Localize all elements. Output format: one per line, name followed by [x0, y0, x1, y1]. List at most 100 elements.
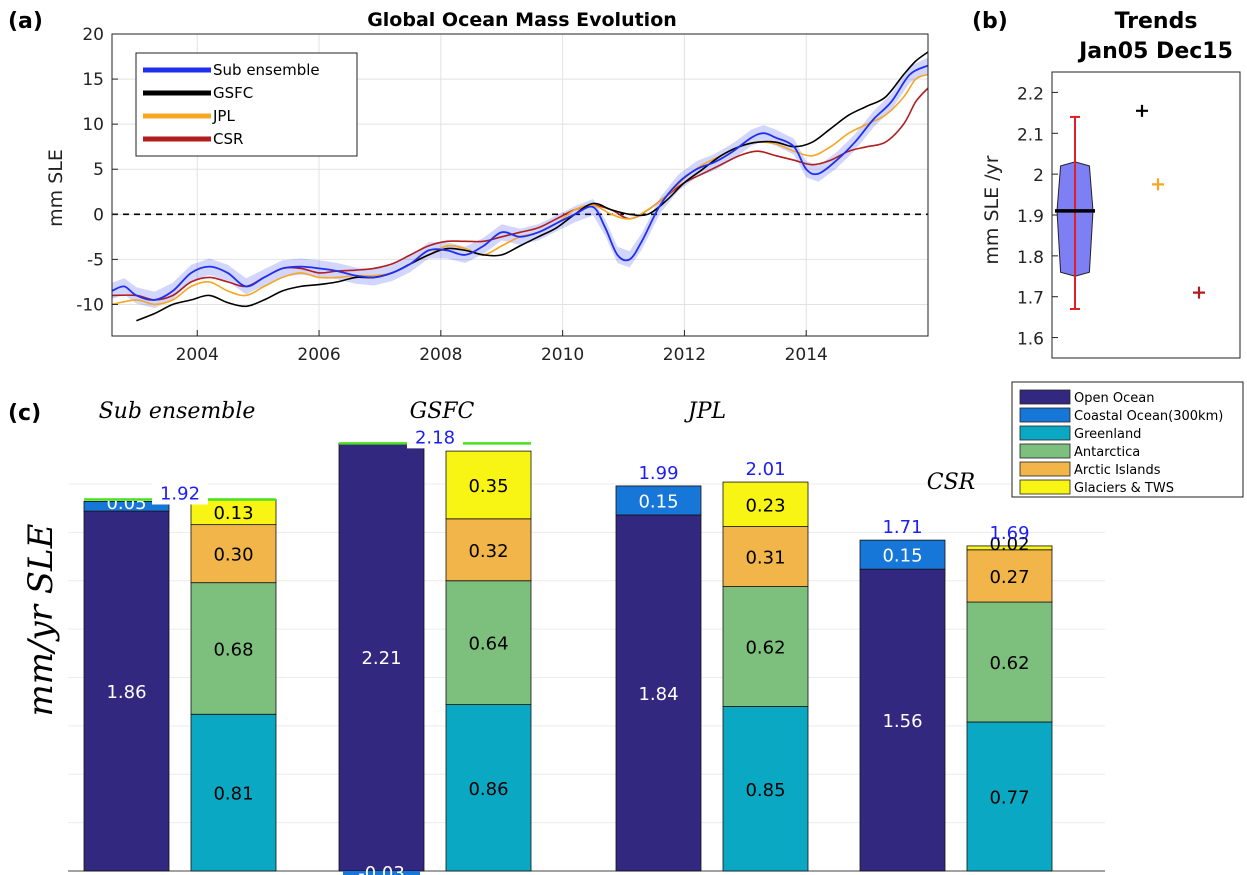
- bar-coastal-ocean: [615, 485, 702, 516]
- x-tick-label: 2012: [663, 345, 706, 365]
- value-label-arctic-islands: 0.31: [745, 548, 785, 569]
- value-label-antarctica: 0.62: [745, 638, 785, 659]
- bar-group-sub-ensemble: Sub ensemble 1.86 0.05 0.81 0.68 0.30 0.13 1.92: [83, 399, 277, 872]
- value-label-greenland: 0.85: [745, 780, 785, 801]
- legend-swatch: [1019, 389, 1071, 405]
- value-label-coastal-ocean: 0.15: [638, 491, 678, 512]
- panel-a-series: [111, 51, 929, 322]
- panel-c-bars: Sub ensemble 1.86 0.05 0.81 0.68 0.30 0.13 1.92…: [83, 399, 1053, 875]
- point-gsfc: [1136, 104, 1148, 117]
- legend-swatch: [1019, 407, 1071, 423]
- value-label-open-ocean: 1.86: [106, 682, 146, 703]
- panel-b-marks: 1.6 1.7 1.8 1.9 2 2.1 2.2: [1017, 71, 1241, 359]
- legend-label: Glaciers & TWS: [1074, 481, 1174, 496]
- y-tick-label: 1.8: [1017, 248, 1044, 268]
- value-label-antarctica: 0.62: [989, 653, 1029, 674]
- panel-a-title: Global Ocean Mass Evolution: [367, 9, 677, 31]
- legend-swatch: [1019, 425, 1071, 441]
- bar-antarctica: [445, 580, 532, 705]
- bar-group-jpl: JPL 1.84 0.15 0.85 0.62 0.31 0.23 1.99 2.01: [615, 399, 809, 872]
- x-tick-label: 2006: [297, 345, 340, 365]
- y-tick-label: 10: [82, 115, 104, 135]
- y-tick-label: -5: [87, 250, 104, 270]
- panel-b-title-line2: Jan05 Dec15: [1077, 39, 1233, 64]
- legend-label: JPL: [212, 107, 235, 125]
- panel-b-tag: (b): [972, 9, 1008, 34]
- ocean-total-label: 1.71: [882, 517, 922, 538]
- legend-swatch: [1019, 443, 1071, 459]
- group-label: GSFC: [410, 399, 475, 424]
- x-tick-label: 2004: [176, 345, 219, 365]
- value-label-coastal-ocean: -0.03: [358, 863, 405, 875]
- legend-label: Sub ensemble: [213, 61, 320, 79]
- legend-label: CSR: [213, 130, 243, 148]
- total-label-bg: [152, 482, 208, 505]
- bar-arctic-islands: [445, 518, 532, 582]
- y-tick-label: 1.6: [1017, 330, 1044, 350]
- y-tick-label: 0: [93, 205, 104, 225]
- value-label-arctic-islands: 0.27: [989, 567, 1029, 588]
- x-tick-label: 2014: [785, 345, 828, 365]
- panel-a-axes: 2004 2006 2008 2010 2012 2014 -10 -5 0 5 10 15 20: [76, 25, 929, 365]
- value-label-antarctica: 0.68: [213, 639, 253, 660]
- bar-open-ocean: [338, 442, 425, 872]
- bar-greenland: [722, 706, 809, 872]
- value-label-greenland: 0.81: [213, 784, 253, 805]
- panel-c-ylabel: mm/yr SLE: [21, 523, 61, 716]
- bar-open-ocean: [83, 510, 170, 872]
- legend-label: GSFC: [213, 84, 253, 102]
- value-label-greenland: 0.77: [989, 788, 1029, 809]
- y-tick-label: 2: [1033, 166, 1044, 186]
- bar-glaciers-tws: [966, 545, 1053, 551]
- legend-label: Antarctica: [1074, 445, 1140, 460]
- panel-c-stacked-bars: mm/yr SLE Sub ensemble 1.86 0.05 0.81 0.68 0.…: [21, 381, 1244, 875]
- legend-label: Greenland: [1074, 427, 1141, 442]
- total-label: 1.92: [160, 483, 200, 504]
- group-label: Sub ensemble: [99, 399, 256, 424]
- y-tick-label: 5: [93, 160, 104, 180]
- ocean-total-label: 1.99: [638, 463, 678, 484]
- panel-c-legend: Open Ocean Coastal Ocean(300km) Greenland A…: [1011, 381, 1244, 498]
- bar-arctic-islands: [190, 524, 277, 584]
- bar-greenland: [190, 713, 277, 872]
- y-tick-label: 20: [82, 25, 104, 45]
- series-line-sub-ensemble: [111, 64, 929, 301]
- value-label-open-ocean: 2.21: [361, 648, 401, 669]
- value-label-open-ocean: 1.84: [638, 684, 678, 705]
- legend-label: Open Ocean: [1074, 391, 1154, 406]
- value-label-open-ocean: 1.56: [882, 711, 922, 732]
- value-label-glaciers-tws: 0.23: [745, 495, 785, 516]
- legend-label: Coastal Ocean(300km): [1074, 409, 1223, 424]
- legend-swatch: [1019, 461, 1071, 477]
- panel-c-tag: (c): [8, 401, 41, 426]
- legend-label: Arctic Islands: [1074, 463, 1161, 478]
- bar-open-ocean: [859, 568, 946, 872]
- y-tick-label: 1.9: [1017, 207, 1044, 227]
- y-tick-label: 2.1: [1017, 125, 1044, 145]
- panel-a-tag: (a): [8, 9, 43, 34]
- y-tick-label: 1.7: [1017, 289, 1044, 309]
- land-total-label: 2.01: [745, 459, 785, 480]
- bar-coastal-ocean-negative: [343, 871, 420, 875]
- value-label-antarctica: 0.64: [468, 634, 508, 655]
- x-tick-label: 2008: [419, 345, 462, 365]
- panel-a-line-chart: Global Ocean Mass Evolution mm SLE 2004 2…: [45, 9, 929, 365]
- bar-glaciers-tws: [445, 450, 532, 520]
- value-label-glaciers-tws: 0.35: [468, 476, 508, 497]
- value-label-coastal-ocean: 0.15: [882, 546, 922, 567]
- group-label: CSR: [927, 470, 975, 495]
- point-csr: [1193, 286, 1205, 299]
- total-label: 2.18: [415, 427, 455, 448]
- group-label: JPL: [684, 399, 726, 424]
- series-line-gsfc: [136, 51, 929, 322]
- bar-arctic-islands: [966, 549, 1053, 603]
- land-total-label: 1.69: [989, 523, 1029, 544]
- bar-antarctica: [190, 582, 277, 715]
- bar-coastal-ocean: [83, 501, 170, 512]
- value-label-coastal-ocean: 0.05: [106, 493, 146, 514]
- legend-swatch: [1019, 479, 1071, 495]
- bar-greenland: [966, 721, 1053, 872]
- bar-coastal-ocean: [859, 539, 946, 570]
- bar-antarctica: [722, 586, 809, 707]
